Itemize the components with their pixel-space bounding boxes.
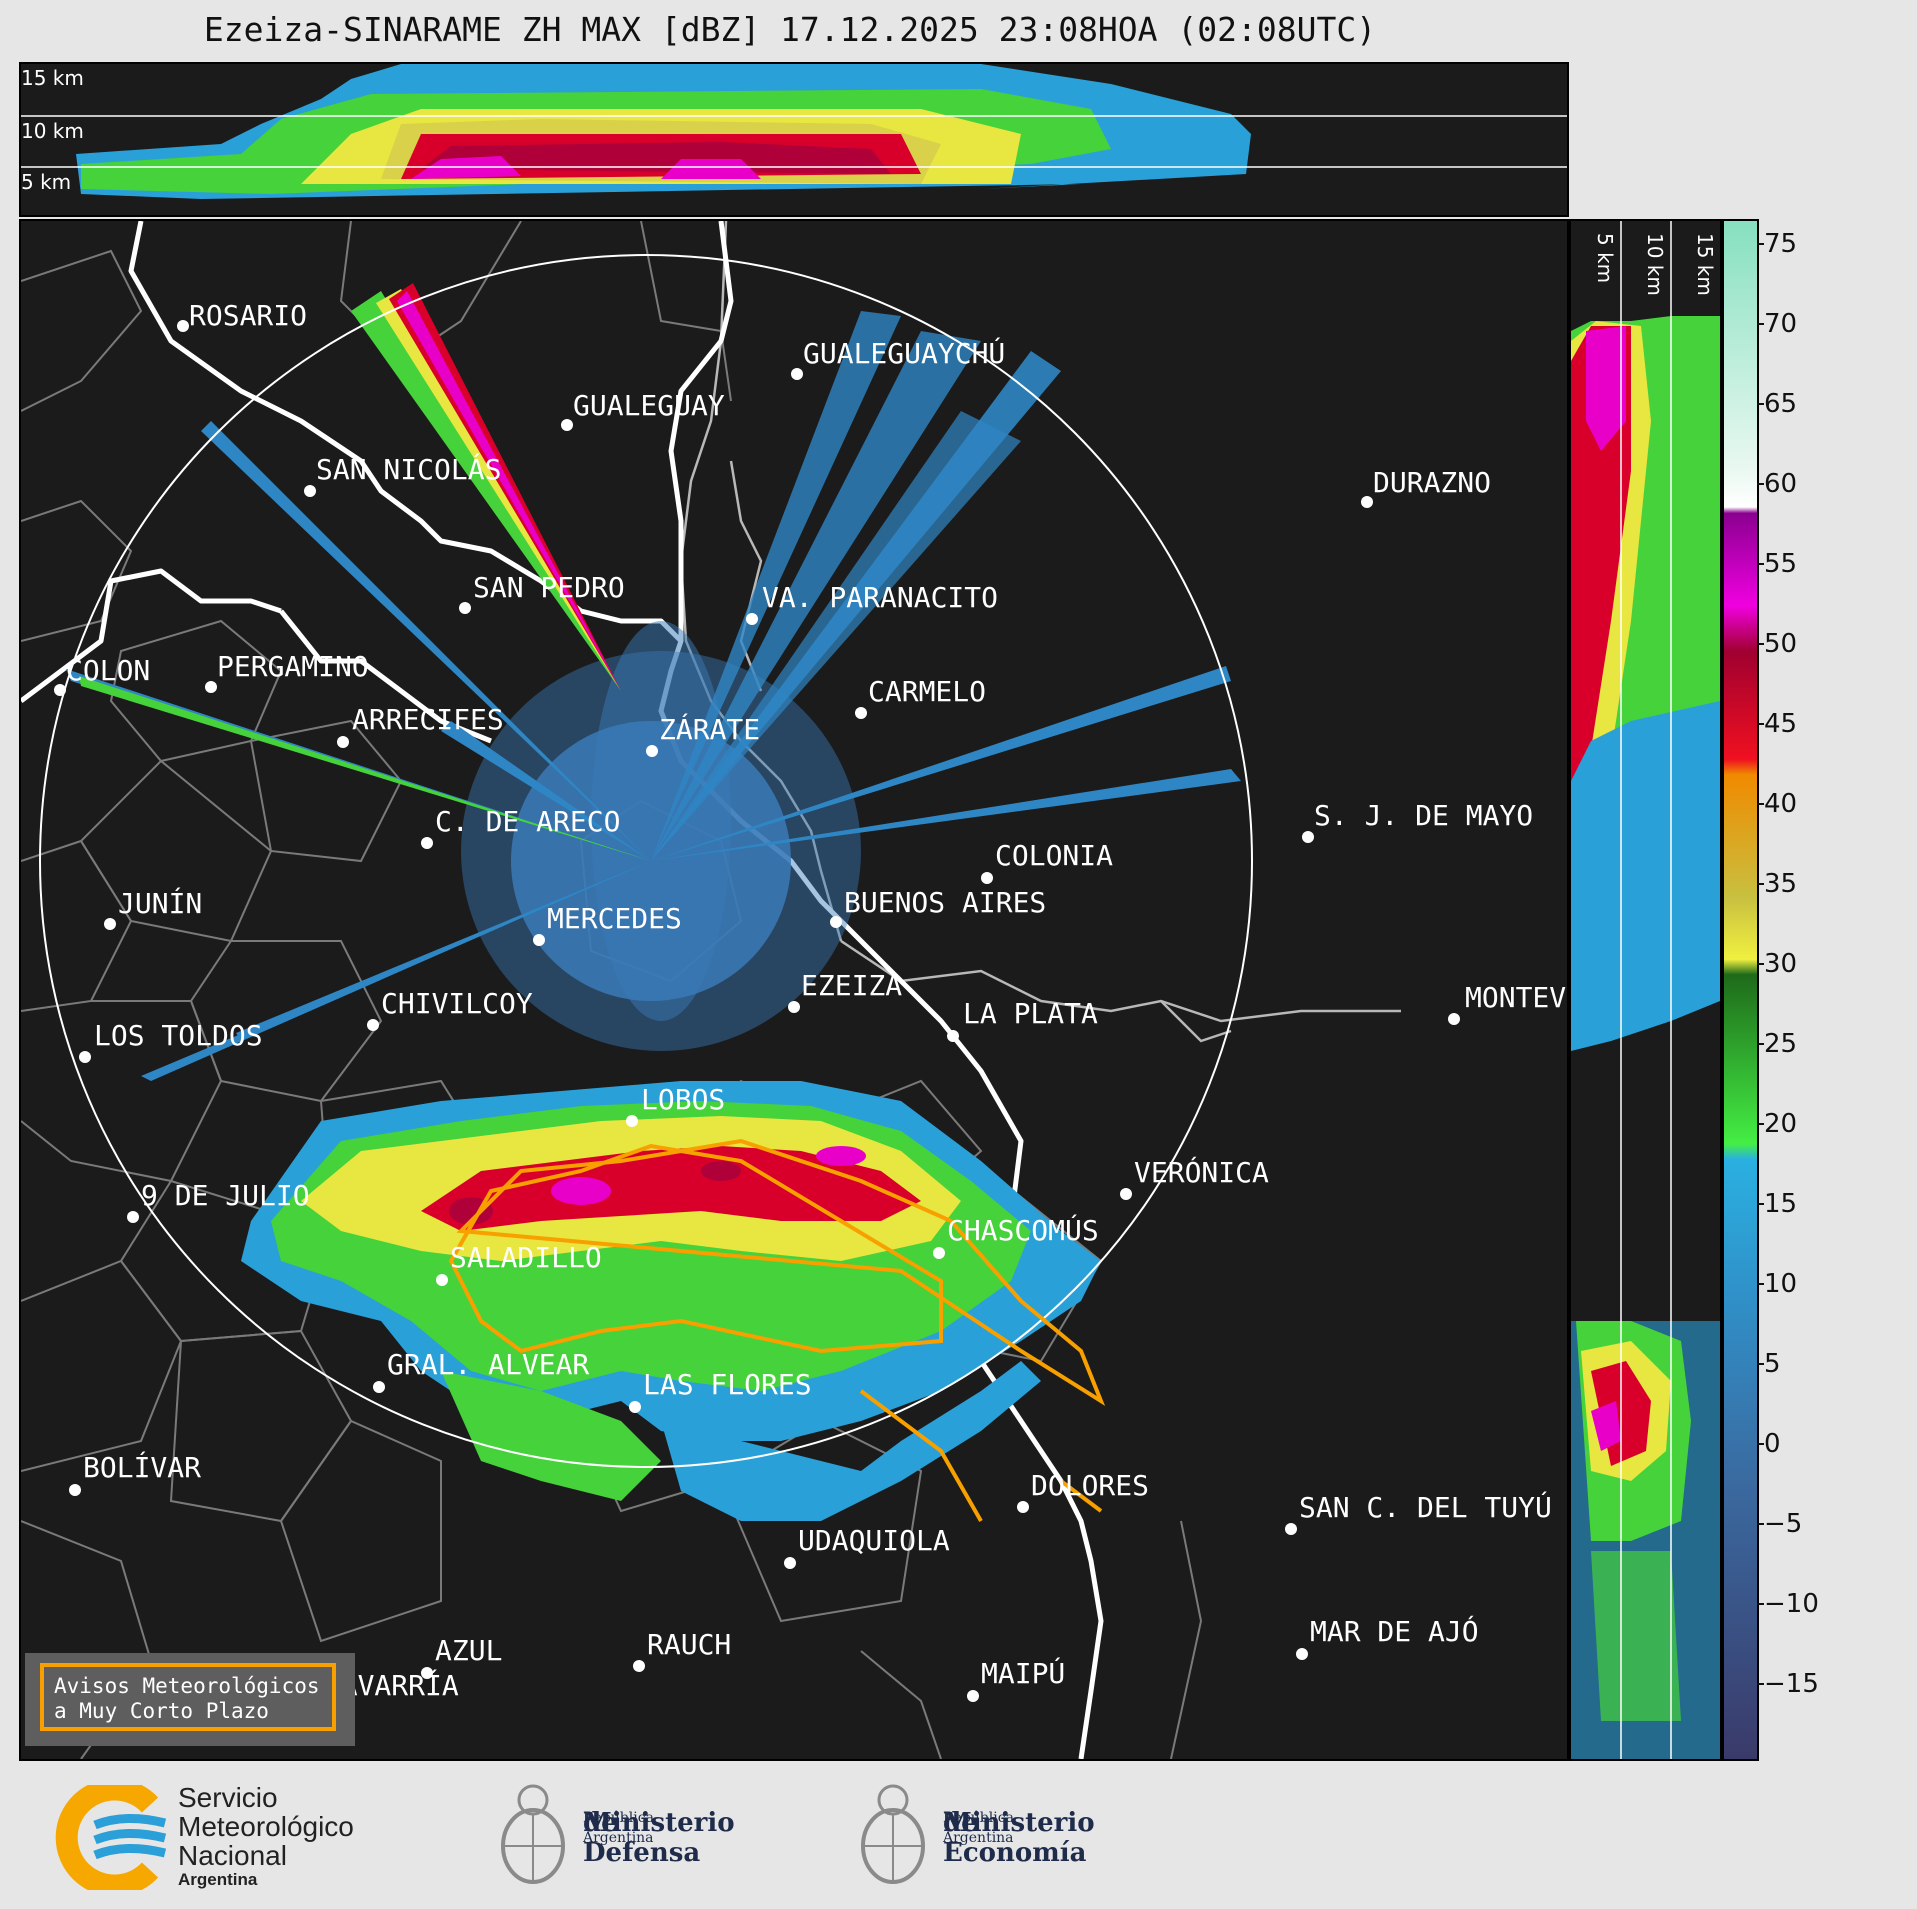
range-ring bbox=[39, 254, 1253, 1468]
radar-map-panel: ROSARIO GUALEGUAYCHÚ GUALEGUAY SAN NICOL… bbox=[19, 219, 1569, 1761]
city-label-colon: COLON bbox=[66, 654, 151, 687]
city-label-maipu: MAIPÚ bbox=[981, 1657, 1066, 1690]
city-label-sj-de-mayo: S. J. DE MAYO bbox=[1314, 799, 1534, 832]
city-markers bbox=[54, 320, 1460, 1702]
radar-map bbox=[21, 221, 1460, 1759]
colorbar-tick: 20 bbox=[1764, 1109, 1798, 1139]
city-label-chivilcoy: CHIVILCOY bbox=[381, 987, 533, 1020]
colorbar-tick: 30 bbox=[1764, 949, 1798, 979]
city-label-junin: JUNÍN bbox=[118, 887, 203, 920]
colorbar-tick: −10 bbox=[1764, 1589, 1819, 1619]
city-label-bolivar: BOLÍVAR bbox=[83, 1451, 202, 1484]
colorbar-tick: −15 bbox=[1764, 1669, 1819, 1699]
economia-line-2: de Economía bbox=[943, 1808, 1087, 1868]
city-label-lobos: LOBOS bbox=[641, 1083, 726, 1116]
avisos-line-1: Avisos Meteorológicos bbox=[54, 1674, 320, 1698]
colorbar-tick: 40 bbox=[1764, 789, 1798, 819]
colorbar-tick: 45 bbox=[1764, 709, 1798, 739]
city-label-buenos-aires: BUENOS AIRES bbox=[844, 886, 1047, 919]
economia-coat-of-arms-icon bbox=[861, 1784, 925, 1884]
smn-name-line-3: Nacional bbox=[178, 1840, 287, 1871]
city-label-9-de-julio: 9 DE JULIO bbox=[141, 1179, 310, 1212]
city-label-los-toldos: LOS TOLDOS bbox=[94, 1019, 263, 1052]
colorbar-tick: 25 bbox=[1764, 1029, 1798, 1059]
top-cross-section-plot bbox=[21, 64, 1567, 199]
city-label-arrecifes: ARRECIFES bbox=[352, 703, 504, 736]
colorbar-tick: 60 bbox=[1764, 469, 1798, 499]
city-label-san-nicolas: SAN NICOLÁS bbox=[316, 453, 502, 486]
city-label-va-paranacito: VA. PARANACITO bbox=[762, 581, 999, 614]
city-label-pergamino: PERGAMINO bbox=[217, 650, 369, 683]
avisos-legend: Avisos Meteorológicos a Muy Corto Plazo bbox=[25, 1653, 355, 1746]
side-cross-section-plot bbox=[1571, 221, 1720, 1759]
smn-name-line-4: Argentina bbox=[178, 1870, 258, 1889]
colorbar-tick: 75 bbox=[1764, 229, 1798, 259]
city-label-san-c-del-tuyu: SAN C. DEL TUYÚ bbox=[1299, 1491, 1552, 1524]
dbz-colorbar-scale bbox=[1724, 221, 1757, 1759]
city-label-zarate: ZÁRATE bbox=[659, 713, 761, 746]
city-label-carmelo: CARMELO bbox=[868, 675, 987, 708]
city-label-montevideo: MONTEV bbox=[1465, 981, 1567, 1014]
smn-name-line-2: Meteorológico bbox=[178, 1811, 354, 1842]
defensa-line-3: República Argentina bbox=[583, 1810, 654, 1846]
side-altitude-label-5km: 5 km bbox=[1593, 233, 1617, 284]
chart-title: Ezeiza-SINARAME ZH MAX [dBZ] 17.12.2025 … bbox=[203, 10, 1377, 49]
colorbar-tick: 50 bbox=[1764, 629, 1798, 659]
defensa-coat-of-arms-icon bbox=[501, 1784, 565, 1884]
colorbar-tick: 55 bbox=[1764, 549, 1798, 579]
city-label-la-plata: LA PLATA bbox=[963, 997, 1098, 1030]
city-label-rauch: RAUCH bbox=[647, 1628, 732, 1661]
city-label-colonia: COLONIA bbox=[995, 839, 1114, 872]
colorbar-tick: 5 bbox=[1764, 1349, 1781, 1379]
city-label-azul: AZUL bbox=[435, 1634, 503, 1667]
smn-logo-icon bbox=[55, 1785, 167, 1890]
city-label-ezeiza: EZEIZA bbox=[801, 969, 903, 1002]
city-label-udaquiola: UDAQUIOLA bbox=[798, 1524, 950, 1557]
side-altitude-label-10km: 10 km bbox=[1643, 233, 1667, 296]
city-label-dolores: DOLORES bbox=[1031, 1469, 1150, 1502]
side-altitude-label-15km: 15 km bbox=[1693, 233, 1717, 296]
dbz-colorbar bbox=[1722, 219, 1759, 1761]
avisos-line-2: a Muy Corto Plazo bbox=[54, 1699, 269, 1723]
colorbar-tick: 0 bbox=[1764, 1429, 1781, 1459]
city-label-chascomus: CHASCOMÚS bbox=[947, 1214, 1099, 1247]
city-label-gualeguay: GUALEGUAY bbox=[573, 389, 725, 422]
reflectivity-echoes bbox=[66, 283, 1241, 1521]
city-label-gral-alvear: GRAL. ALVEAR bbox=[387, 1348, 590, 1381]
side-cross-section-panel: 5 km 10 km 15 km bbox=[1569, 219, 1722, 1761]
city-label-mar-de-ajo: MAR DE AJÓ bbox=[1310, 1615, 1479, 1648]
colorbar-tick: 70 bbox=[1764, 309, 1798, 339]
altitude-label-15km: 15 km bbox=[21, 66, 84, 90]
altitude-label-10km: 10 km bbox=[21, 119, 84, 143]
colorbar-tick: −5 bbox=[1764, 1509, 1803, 1539]
economia-line-1: Ministerio bbox=[943, 1808, 1095, 1838]
colorbar-tick: 15 bbox=[1764, 1189, 1798, 1219]
defensa-line-2: de Defensa bbox=[583, 1808, 701, 1868]
altitude-label-5km: 5 km bbox=[21, 170, 72, 194]
city-label-mercedes: MERCEDES bbox=[547, 902, 682, 935]
smn-name-line-1: Servicio bbox=[178, 1782, 278, 1813]
economia-line-3: República Argentina bbox=[943, 1810, 1014, 1846]
city-label-c-de-areco: C. DE ARECO bbox=[435, 805, 621, 838]
city-label-rosario: ROSARIO bbox=[189, 299, 308, 332]
city-label-veronica: VERÓNICA bbox=[1134, 1156, 1269, 1189]
city-label-san-pedro: SAN PEDRO bbox=[473, 571, 625, 604]
city-label-gualeguaychu: GUALEGUAYCHÚ bbox=[803, 337, 1006, 370]
colorbar-tick: 10 bbox=[1764, 1269, 1798, 1299]
colorbar-tick: 35 bbox=[1764, 869, 1798, 899]
city-label-saladillo: SALADILLO bbox=[450, 1241, 602, 1274]
warning-polygons bbox=[448, 1138, 1106, 1522]
city-label-las-flores: LAS FLORES bbox=[643, 1368, 812, 1401]
defensa-line-1: Ministerio bbox=[583, 1808, 735, 1838]
top-cross-section-panel: 15 km 10 km 5 km bbox=[19, 62, 1569, 217]
city-label-durazno: DURAZNO bbox=[1373, 466, 1492, 499]
colorbar-tick: 65 bbox=[1764, 389, 1798, 419]
avisos-legend-box: Avisos Meteorológicos a Muy Corto Plazo bbox=[40, 1663, 336, 1731]
